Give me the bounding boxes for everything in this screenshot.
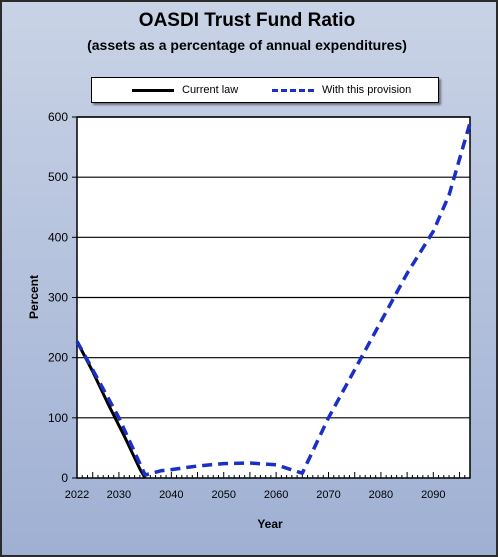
x-tick-label-2080: 2080 (369, 489, 393, 501)
x-tick-label-2040: 2040 (159, 489, 183, 501)
x-tick-label-2022: 2022 (65, 489, 89, 501)
y-tick-label-300: 300 (48, 291, 68, 305)
series-lines (75, 122, 472, 479)
y-axis-label: Percent (27, 274, 42, 320)
x-tick-label-2090: 2090 (421, 489, 445, 501)
x-tick-label-2050: 2050 (211, 489, 235, 501)
series-line-current-law (75, 340, 147, 479)
legend-item-with-provision: With this provision (272, 82, 411, 98)
x-tick-label-2060: 2060 (264, 489, 288, 501)
gridlines (77, 116, 470, 419)
legend-label-current-law: Current law (182, 84, 239, 96)
legend: Current law With this provision (91, 77, 439, 103)
y-tick-label-0: 0 (61, 471, 68, 485)
legend-swatch-dashed (272, 88, 314, 92)
legend-label-with-provision: With this provision (322, 84, 412, 96)
legend-item-current-law: Current law (132, 82, 238, 98)
legend-swatch-solid (132, 88, 174, 92)
y-tick-label-100: 100 (48, 411, 68, 425)
x-tick-label-2030: 2030 (107, 489, 131, 501)
chart-subtitle: (assets as a percentage of annual expend… (87, 37, 407, 53)
y-tick-label-500: 500 (48, 170, 68, 184)
chart-title: OASDI Trust Fund Ratio (138, 10, 356, 31)
y-tick-label-400: 400 (48, 230, 68, 244)
y-axis-ticks: 0 100 200 300 400 500 600 (48, 110, 77, 485)
y-tick-label-200: 200 (48, 351, 68, 365)
x-tick-label-2070: 2070 (316, 489, 340, 501)
y-tick-label-600: 600 (48, 110, 68, 124)
x-axis-ticks: 2022 2030 2040 2050 2060 2070 2080 2090 (65, 472, 471, 501)
x-axis-label: Year (257, 517, 283, 531)
